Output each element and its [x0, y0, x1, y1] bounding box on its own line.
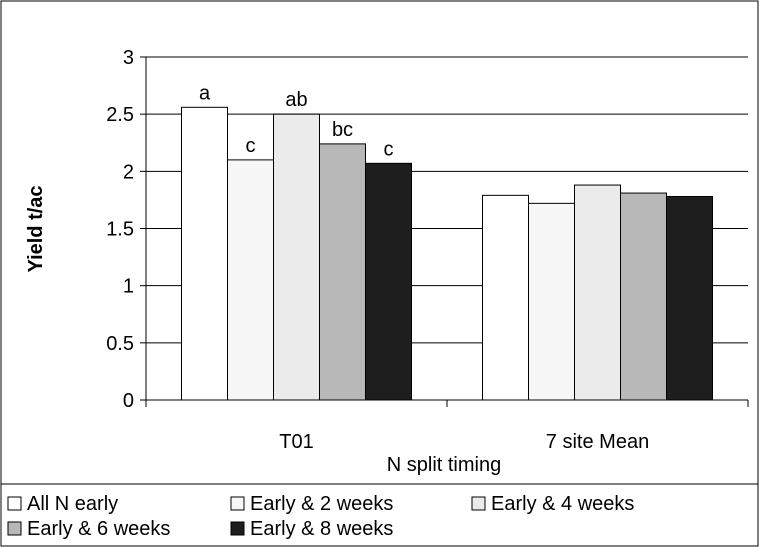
bar	[528, 202, 575, 401]
y-axis-label: Yield t/ac	[25, 185, 47, 272]
x-axis-label: N split timing	[387, 454, 501, 476]
axes	[140, 56, 749, 407]
legend-label: Early & 4 weeks	[491, 493, 634, 515]
legend-label: Early & 2 weeks	[250, 493, 393, 515]
category-label: T01	[279, 431, 313, 453]
y-tick-label: 1	[123, 276, 134, 298]
legend-label: All N early	[27, 493, 118, 515]
legend-box	[0, 483, 759, 547]
legend-label: Early & 8 weeks	[250, 518, 393, 540]
legend-swatch	[230, 496, 245, 511]
y-tick-label: 2.5	[106, 104, 134, 126]
bar-significance-label: c	[246, 135, 256, 157]
y-tick-label: 2	[123, 161, 134, 183]
bar	[365, 162, 412, 401]
bar-significance-label: ab	[285, 89, 307, 111]
bar	[273, 113, 320, 401]
bar	[181, 106, 228, 401]
y-tick-label: 3	[123, 47, 134, 69]
bar	[574, 184, 621, 401]
bar	[227, 159, 274, 401]
bar-significance-label: bc	[332, 119, 353, 141]
bar-significance-label: a	[199, 82, 211, 104]
legend-swatch	[230, 521, 245, 536]
bar	[620, 192, 667, 401]
y-tick-label: 0	[123, 390, 134, 412]
legend-swatch	[7, 496, 22, 511]
category-label: 7 site Mean	[546, 431, 649, 453]
legend-label: Early & 6 weeks	[27, 518, 170, 540]
bar-significance-label: c	[384, 138, 394, 160]
category-labels: T01 7 site Mean	[279, 431, 649, 453]
y-tick-label: 1.5	[106, 219, 134, 241]
legend-swatch	[471, 496, 486, 511]
legend: All N early Early & 2 weeks Early & 4 week…	[0, 483, 759, 547]
bar	[319, 143, 366, 401]
bar	[666, 195, 713, 401]
bars: a c ab bc c	[181, 82, 713, 401]
y-tick-label: 0.5	[106, 333, 134, 355]
legend-swatch	[7, 521, 22, 536]
y-tick-labels: 0 0.5 1 1.5 2 2.5 3	[106, 47, 134, 412]
bar	[482, 194, 529, 401]
